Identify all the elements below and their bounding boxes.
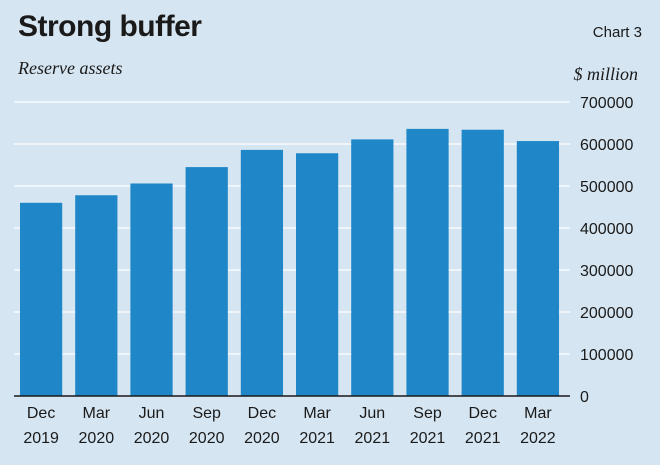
- x-tick-label-year: 2020: [244, 430, 280, 447]
- y-tick-label: 300000: [580, 263, 633, 280]
- x-tick-label-year: 2021: [355, 430, 391, 447]
- y-tick-label: 400000: [580, 221, 633, 238]
- x-axis-labels: Dec 2019 Mar 2020 Jun 2020 Sep 2020 Dec 2020 Mar 20…: [23, 405, 555, 447]
- x-tick-label-month: Sep: [192, 405, 221, 422]
- bar: [516, 141, 560, 396]
- x-tick-label-month: Dec: [248, 405, 276, 422]
- x-tick-label-year: 2021: [299, 430, 335, 447]
- x-tick-label-month: Mar: [303, 405, 331, 422]
- x-tick-label-year: 2020: [134, 430, 170, 447]
- x-tick-label-year: 2021: [465, 430, 501, 447]
- x-tick-label-month: Dec: [27, 405, 55, 422]
- bar: [75, 195, 118, 396]
- x-tick-label-month: Mar: [524, 405, 552, 422]
- y-tick-label: 100000: [580, 347, 633, 364]
- y-tick-label: 700000: [580, 95, 633, 112]
- page-title: Strong buffer: [18, 10, 202, 43]
- y-tick-label: 600000: [580, 137, 633, 154]
- chart-subtitle: Reserve assets: [18, 58, 123, 78]
- x-tick-label-month: Jun: [359, 405, 385, 422]
- chart-number-label: Chart 3: [592, 24, 642, 41]
- bar-series: [20, 128, 560, 396]
- bar: [130, 183, 173, 396]
- x-tick-label-year: 2020: [189, 430, 225, 447]
- bar: [185, 167, 228, 396]
- x-tick-label-month: Mar: [83, 405, 111, 422]
- y-axis-ticks: 0 100000 200000 300000 400000 500000 600000 700…: [580, 95, 633, 406]
- x-tick-label-month: Sep: [413, 405, 442, 422]
- y-tick-label: 0: [580, 389, 589, 406]
- x-tick-label-year: 2020: [79, 430, 115, 447]
- bar: [240, 149, 284, 396]
- bar: [296, 153, 339, 396]
- x-tick-label-year: 2019: [23, 430, 59, 447]
- x-tick-label-year: 2022: [520, 430, 556, 447]
- x-tick-label-year: 2021: [410, 430, 446, 447]
- bar: [461, 129, 504, 396]
- y-tick-label: 500000: [580, 179, 633, 196]
- x-tick-label-month: Dec: [468, 405, 496, 422]
- y-tick-label: 200000: [580, 305, 633, 322]
- bar: [351, 139, 394, 396]
- bar: [406, 128, 449, 396]
- y-axis-unit-label: $ million: [573, 64, 638, 84]
- bar: [20, 202, 63, 396]
- x-tick-label-month: Jun: [139, 405, 165, 422]
